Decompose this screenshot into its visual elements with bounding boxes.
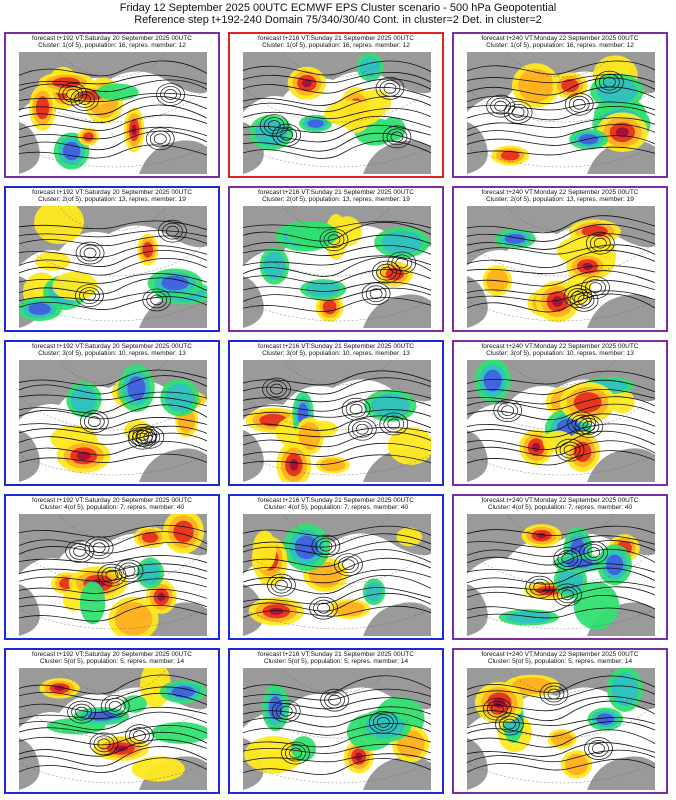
cluster-panel: forecast t+240 VT:Monday 22 September 20… [452, 494, 668, 640]
panel-forecast-label: forecast t+216 VT:Sunday 21 September 20… [258, 35, 414, 42]
panel-title: forecast t+240 VT:Monday 22 September 20… [454, 343, 666, 357]
cluster-panel: forecast t+240 VT:Monday 22 September 20… [452, 340, 668, 486]
panel-title: forecast t+192 VT:Saturday 20 September … [6, 189, 218, 203]
panel-forecast-label: forecast t+216 VT:Sunday 21 September 20… [258, 651, 414, 658]
panel-title: forecast t+240 VT:Monday 22 September 20… [454, 651, 666, 665]
panel-forecast-label: forecast t+192 VT:Saturday 20 September … [32, 189, 192, 196]
geopotential-map [243, 514, 431, 636]
panel-title: forecast t+240 VT:Monday 22 September 20… [454, 189, 666, 203]
geopotential-map [243, 360, 431, 482]
panel-forecast-label: forecast t+192 VT:Saturday 20 September … [32, 651, 192, 658]
panel-forecast-label: forecast t+240 VT:Monday 22 September 20… [481, 343, 639, 350]
cluster-panel: forecast t+192 VT:Saturday 20 September … [4, 494, 220, 640]
geopotential-map [19, 668, 207, 790]
panel-cluster-label: Cluster: 5(of 5), population: 5, repres.… [263, 658, 409, 665]
panel-cluster-label: Cluster: 3(of 5), population: 10, repres… [38, 350, 186, 357]
panel-title: forecast t+240 VT:Monday 22 September 20… [454, 35, 666, 49]
cluster-panel: forecast t+216 VT:Sunday 21 September 20… [228, 494, 444, 640]
panel-cluster-label: Cluster: 2(of 5), population: 13, repres… [262, 196, 410, 203]
panel-cluster-label: Cluster: 5(of 5), population: 5, repres.… [487, 658, 633, 665]
cluster-panel: forecast t+192 VT:Saturday 20 September … [4, 648, 220, 794]
cluster-panel: forecast t+240 VT:Monday 22 September 20… [452, 186, 668, 332]
panel-cluster-label: Cluster: 1(of 5), population: 16, repres… [38, 42, 186, 49]
geopotential-map [19, 52, 207, 174]
panel-forecast-label: forecast t+192 VT:Saturday 20 September … [32, 35, 192, 42]
cluster-panel: forecast t+216 VT:Sunday 21 September 20… [228, 340, 444, 486]
geopotential-map [19, 514, 207, 636]
cluster-panel: forecast t+192 VT:Saturday 20 September … [4, 340, 220, 486]
cluster-panel: forecast t+240 VT:Monday 22 September 20… [452, 648, 668, 794]
cluster-panel: forecast t+240 VT:Monday 22 September 20… [452, 32, 668, 178]
geopotential-map [467, 360, 655, 482]
panel-cluster-label: Cluster: 5(of 5), population: 5, repres.… [39, 658, 185, 665]
cluster-panel: forecast t+216 VT:Sunday 21 September 20… [228, 186, 444, 332]
geopotential-map [243, 52, 431, 174]
panel-title: forecast t+192 VT:Saturday 20 September … [6, 651, 218, 665]
page-subtitle: Reference step t+192-240 Domain 75/340/3… [134, 14, 542, 26]
panel-title: forecast t+216 VT:Sunday 21 September 20… [230, 189, 442, 203]
panel-forecast-label: forecast t+216 VT:Sunday 21 September 20… [258, 343, 414, 350]
geopotential-map [19, 206, 207, 328]
panel-forecast-label: forecast t+216 VT:Sunday 21 September 20… [258, 497, 414, 504]
geopotential-map [19, 360, 207, 482]
panel-forecast-label: forecast t+240 VT:Monday 22 September 20… [481, 35, 639, 42]
geopotential-map [467, 668, 655, 790]
panel-cluster-label: Cluster: 1(of 5), population: 16, repres… [262, 42, 410, 49]
panel-title: forecast t+192 VT:Saturday 20 September … [6, 497, 218, 511]
panel-cluster-label: Cluster: 2(of 5), population: 13, repres… [486, 196, 634, 203]
panel-forecast-label: forecast t+192 VT:Saturday 20 September … [32, 497, 192, 504]
panel-cluster-label: Cluster: 4(of 5), population: 7, repres.… [263, 504, 409, 511]
geopotential-map [243, 668, 431, 790]
geopotential-map [467, 52, 655, 174]
panel-forecast-label: forecast t+240 VT:Monday 22 September 20… [481, 497, 639, 504]
panel-title: forecast t+216 VT:Sunday 21 September 20… [230, 35, 442, 49]
panel-cluster-label: Cluster: 2(of 5), population: 13, repres… [38, 196, 186, 203]
geopotential-map [467, 514, 655, 636]
panel-title: forecast t+192 VT:Saturday 20 September … [6, 35, 218, 49]
cluster-panel: forecast t+216 VT:Sunday 21 September 20… [228, 32, 444, 178]
page-header: Friday 12 September 2025 00UTC ECMWF EPS… [0, 0, 676, 30]
panel-cluster-label: Cluster: 1(of 5), population: 16, repres… [486, 42, 634, 49]
cluster-panel-grid: forecast t+192 VT:Saturday 20 September … [4, 30, 672, 800]
panel-title: forecast t+240 VT:Monday 22 September 20… [454, 497, 666, 511]
panel-title: forecast t+216 VT:Sunday 21 September 20… [230, 651, 442, 665]
page-title: Friday 12 September 2025 00UTC ECMWF EPS… [119, 2, 557, 14]
panel-title: forecast t+216 VT:Sunday 21 September 20… [230, 343, 442, 357]
panel-cluster-label: Cluster: 4(of 5), population: 7, repres.… [39, 504, 185, 511]
panel-cluster-label: Cluster: 4(of 5), population: 7, repres.… [487, 504, 633, 511]
panel-title: forecast t+192 VT:Saturday 20 September … [6, 343, 218, 357]
geopotential-map [243, 206, 431, 328]
cluster-panel: forecast t+192 VT:Saturday 20 September … [4, 186, 220, 332]
panel-title: forecast t+216 VT:Sunday 21 September 20… [230, 497, 442, 511]
panel-forecast-label: forecast t+216 VT:Sunday 21 September 20… [258, 189, 414, 196]
panel-forecast-label: forecast t+240 VT:Monday 22 September 20… [481, 189, 639, 196]
panel-cluster-label: Cluster: 3(of 5), population: 10, repres… [262, 350, 410, 357]
cluster-panel: forecast t+192 VT:Saturday 20 September … [4, 32, 220, 178]
geopotential-map [467, 206, 655, 328]
panel-forecast-label: forecast t+240 VT:Monday 22 September 20… [481, 651, 639, 658]
cluster-panel: forecast t+216 VT:Sunday 21 September 20… [228, 648, 444, 794]
panel-forecast-label: forecast t+192 VT:Saturday 20 September … [32, 343, 192, 350]
panel-cluster-label: Cluster: 3(of 5), population: 10, repres… [486, 350, 634, 357]
